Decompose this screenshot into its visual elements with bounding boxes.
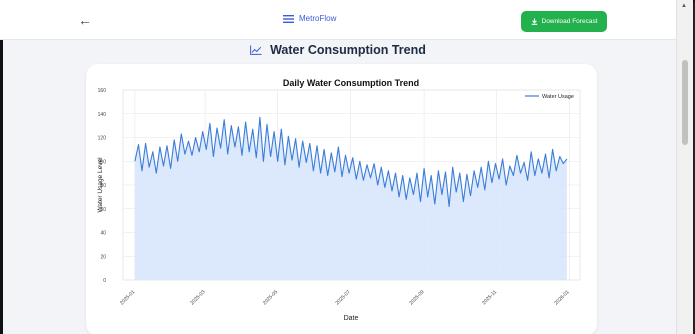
y-tick-label: 0 [103,278,106,284]
scrollbar-thumb[interactable] [682,60,688,145]
x-tick-label: 2025-03 [189,289,206,306]
chart-legend: Water Usage [525,94,574,100]
x-tick-label: 2025-11 [481,289,498,306]
menu-lines-icon [283,14,294,23]
consumption-chart: Daily Water Consumption Trend 0 20 40 60 80 1… [97,78,581,322]
download-icon [531,18,537,25]
page-title-text: Water Consumption Trend [270,43,426,57]
chart-card: Daily Water Consumption Trend 0 20 40 60 80 1… [86,64,597,334]
x-tick-label: 2025-01 [119,289,136,306]
y-tick-label: 60 [100,207,106,213]
legend-label: Water Usage [542,94,574,100]
y-tick-label: 160 [98,88,107,94]
top-navigation-bar: ← MetroFlow Download Forecast [0,0,676,40]
water-usage-line [134,116,568,207]
vertical-scrollbar[interactable]: ▲ [676,0,693,334]
y-tick-label: 120 [98,136,107,142]
brand-name: MetroFlow [299,14,337,23]
y-tick-label: 40 [100,231,106,237]
x-tick-label: 2025-05 [262,289,279,306]
y-tick-label: 100 [98,159,107,165]
back-arrow-icon[interactable]: ← [78,12,92,28]
line-chart-icon [250,45,262,55]
x-tick-label: 2026-01 [553,289,570,306]
x-axis-label: Date [344,315,359,322]
water-usage-area [134,117,567,280]
x-tick-label: 2025-07 [334,289,351,306]
scroll-up-arrow-icon[interactable]: ▲ [681,3,687,9]
y-tick-label: 140 [98,112,107,118]
y-axis-label: Water Usage Level [97,157,104,213]
y-tick-label: 80 [100,183,106,189]
y-tick-label: 20 [100,254,106,260]
area-layer [134,116,568,280]
x-tick-label: 2025-09 [408,289,425,306]
chart-title: Daily Water Consumption Trend [283,78,419,88]
download-forecast-button[interactable]: Download Forecast [521,11,607,32]
brand-logo[interactable]: MetroFlow [283,14,336,23]
download-forecast-label: Download Forecast [541,18,598,25]
page-title: Water Consumption Trend [0,43,676,57]
